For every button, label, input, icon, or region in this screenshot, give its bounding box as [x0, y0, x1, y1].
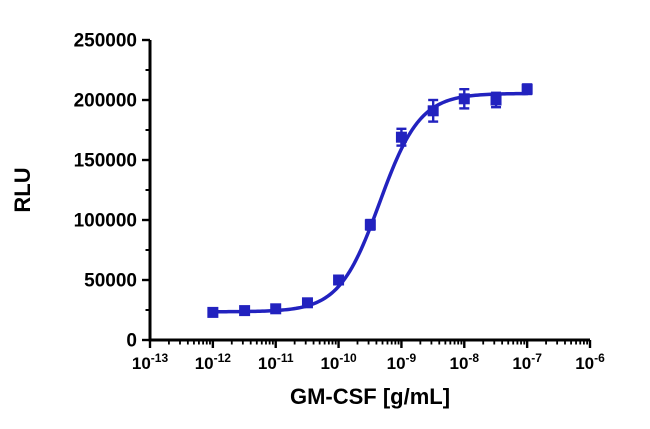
y-tick-label: 150000	[74, 151, 137, 172]
data-point-marker	[364, 219, 376, 231]
data-point-marker	[301, 297, 313, 309]
x-tick-label: 10-6	[575, 351, 605, 373]
x-tick-label: 10-8	[449, 351, 479, 373]
y-tick-label: 200000	[74, 91, 137, 112]
fit-curve	[211, 91, 529, 314]
data-point-marker	[239, 305, 251, 317]
y-tick-label: 0	[126, 331, 137, 352]
data-point-marker	[490, 94, 502, 106]
x-tick-label: 10-13	[132, 351, 169, 373]
data-point-marker	[395, 131, 407, 143]
x-tick-label: 10-10	[320, 351, 357, 373]
y-tick-label: 250000	[74, 31, 137, 52]
y-axis-title: RLU	[10, 167, 35, 212]
data-point-marker	[207, 306, 219, 318]
data-point-marker	[521, 83, 533, 95]
data-point-marker	[333, 274, 345, 286]
x-tick-label: 10-11	[258, 351, 294, 373]
x-tick-label: 10-9	[387, 351, 417, 373]
x-tick-label: 10-7	[512, 351, 542, 373]
data-point-marker	[270, 303, 282, 315]
x-tick-label: 10-12	[195, 351, 232, 373]
y-tick-label: 100000	[74, 211, 137, 232]
data-point-marker	[427, 105, 439, 117]
x-axis-title: GM-CSF [g/mL]	[290, 384, 450, 409]
y-tick-label: 50000	[84, 271, 137, 292]
data-point-marker	[458, 93, 470, 105]
